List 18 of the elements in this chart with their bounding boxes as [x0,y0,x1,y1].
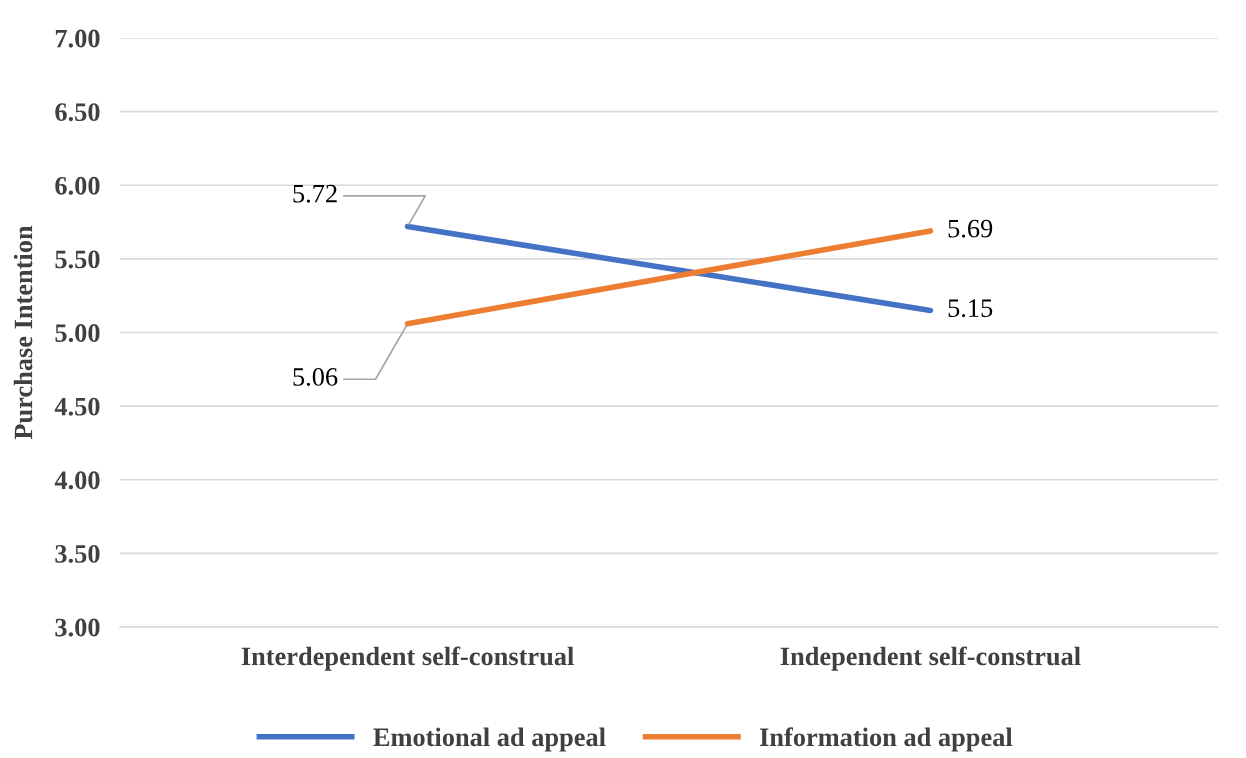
x-tick-label: Independent self-construal [780,646,1081,671]
data-label: 5.69 [948,219,993,238]
y-tick-label: 6.00 [55,176,100,195]
x-tick-label: Interdependent self-construal [241,646,574,671]
y-tick-label: 4.00 [54,471,100,490]
y-tick-label: 4.50 [54,397,100,416]
y-tick-label: 5.50 [55,250,100,269]
data-label: 5.06 [293,368,338,386]
legend-label: Emotional ad appeal [373,727,606,752]
y-tick-label: 5.00 [55,324,100,343]
data-label: 5.72 [293,184,337,203]
y-tick-label: 3.50 [55,544,100,563]
y-tick-label: 7.00 [55,29,100,48]
y-axis-title: Purchase Intention [13,225,33,440]
data-label: 5.15 [948,299,993,318]
legend-label: Information ad appeal [759,727,1013,752]
y-tick-label: 6.50 [55,103,100,122]
y-tick-label: 3.00 [55,618,100,637]
